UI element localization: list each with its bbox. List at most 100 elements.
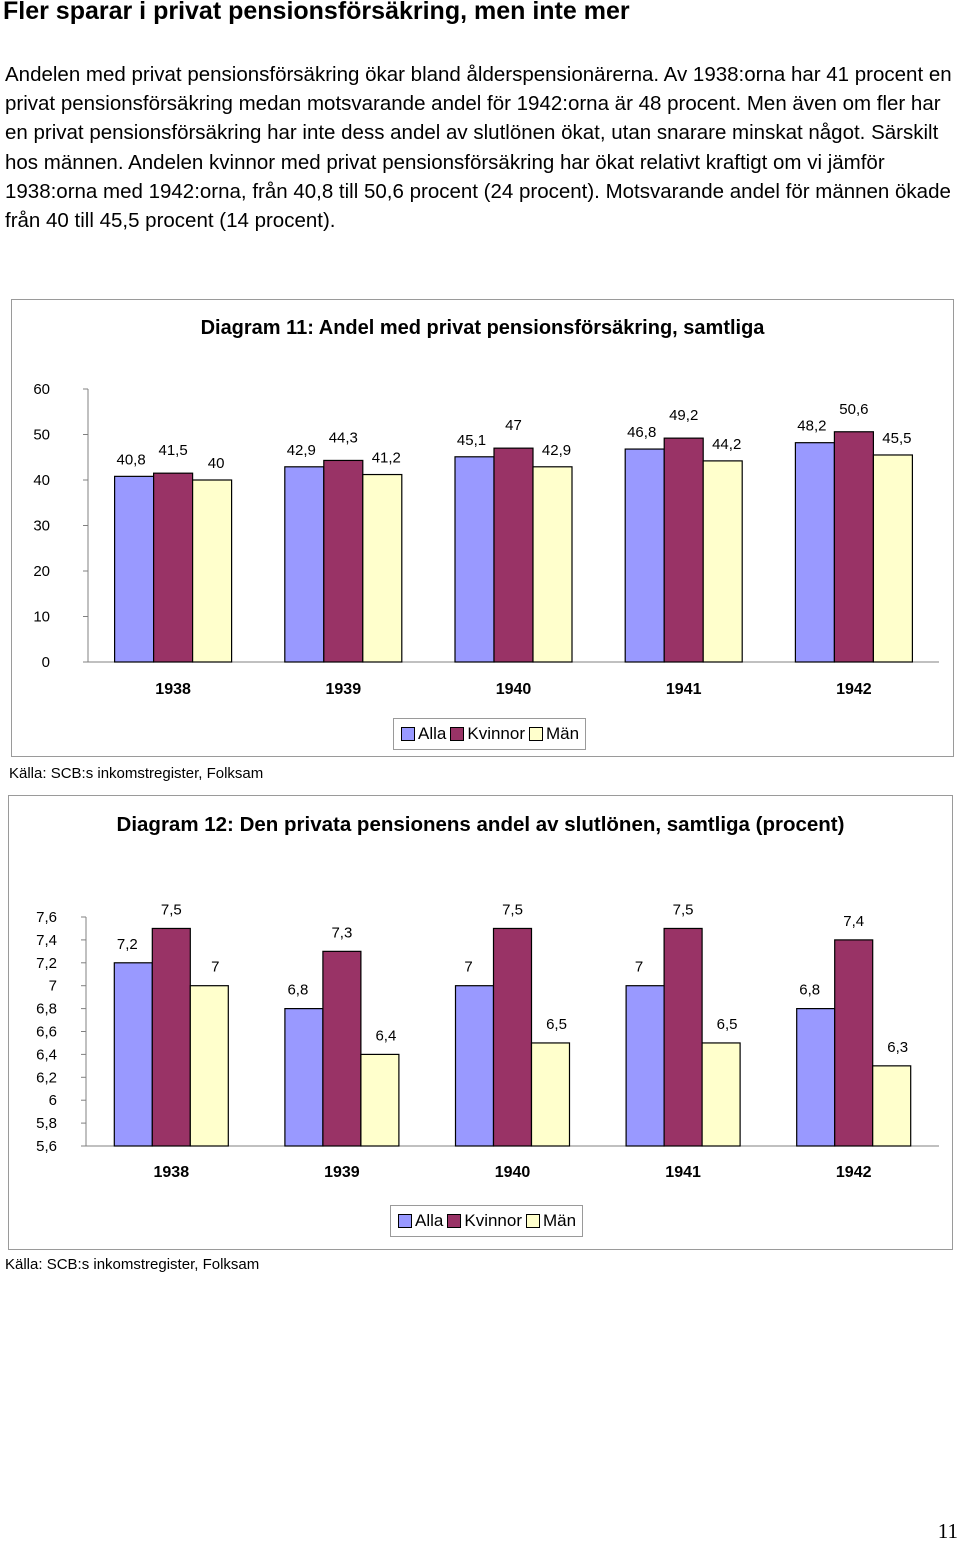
bar-kvinnor-1938 bbox=[151, 927, 191, 1147]
page-heading: Fler sparar i privat pensionsförsäkring,… bbox=[3, 0, 630, 25]
chart-1-legend: Alla Kvinnor Män bbox=[393, 718, 587, 750]
data-label: 41,5 bbox=[158, 442, 187, 459]
data-label: 45,5 bbox=[882, 430, 911, 447]
x-tick-label: 1940 bbox=[496, 681, 532, 698]
bar-alla-1938 bbox=[113, 475, 155, 663]
data-label: 6,4 bbox=[375, 1027, 396, 1044]
y-tick-label: 10 bbox=[33, 609, 50, 626]
data-label: 40,8 bbox=[116, 451, 145, 468]
x-tick-label: 1941 bbox=[665, 1164, 701, 1181]
bar-man-1942 bbox=[872, 1065, 912, 1147]
bar-alla-1942 bbox=[796, 1008, 836, 1147]
y-tick-label: 7,2 bbox=[36, 955, 57, 972]
y-tick-label: 0 bbox=[42, 654, 50, 671]
bar-man-1939 bbox=[362, 473, 403, 663]
data-label: 48,2 bbox=[797, 418, 826, 435]
data-label: 7,3 bbox=[331, 924, 352, 941]
bar-alla-1941 bbox=[624, 448, 665, 663]
data-label: 47 bbox=[505, 417, 522, 434]
data-label: 7 bbox=[211, 959, 219, 976]
page-number: 11 bbox=[937, 1519, 958, 1543]
chart-2-title: Diagram 12: Den privata pensionens andel… bbox=[116, 813, 845, 836]
data-label: 44,3 bbox=[329, 429, 358, 446]
data-label: 7 bbox=[635, 959, 643, 976]
y-tick-label: 6,4 bbox=[36, 1046, 57, 1063]
legend-label-man: Män bbox=[546, 724, 580, 743]
x-tick-label: 1942 bbox=[836, 1164, 872, 1181]
data-label: 7,5 bbox=[502, 901, 523, 918]
bar-kvinnor-1939 bbox=[322, 950, 362, 1147]
legend-item-kvinnor: Kvinnor bbox=[450, 724, 525, 744]
x-tick-label: 1941 bbox=[666, 681, 702, 698]
data-label: 6,8 bbox=[287, 982, 308, 999]
legend-label-man: Män bbox=[543, 1211, 577, 1230]
legend-label-kvinnor: Kvinnor bbox=[467, 724, 525, 743]
bar-alla-1940 bbox=[454, 985, 495, 1147]
chart-1-source: Källa: SCB:s inkomstregister, Folksam bbox=[9, 765, 264, 782]
bar-man-1939 bbox=[360, 1053, 400, 1147]
chart-2-legend: Alla Kvinnor Män bbox=[390, 1205, 584, 1237]
x-tick-label: 1940 bbox=[495, 1164, 531, 1181]
data-label: 44,2 bbox=[712, 436, 741, 453]
legend-item-man: Män bbox=[526, 1211, 576, 1231]
bar-man-1942 bbox=[872, 454, 914, 663]
bar-alla-1939 bbox=[284, 1008, 324, 1147]
bar-kvinnor-1942 bbox=[834, 939, 874, 1147]
data-label: 6,5 bbox=[717, 1016, 738, 1033]
bar-alla-1938 bbox=[113, 962, 153, 1147]
data-label: 49,2 bbox=[669, 407, 698, 424]
data-label: 7,2 bbox=[117, 936, 138, 953]
chart-2-source: Källa: SCB:s inkomstregister, Folksam bbox=[5, 1256, 260, 1273]
legend-item-man: Män bbox=[529, 724, 579, 744]
bar-kvinnor-1940 bbox=[493, 447, 534, 663]
data-label: 42,9 bbox=[287, 442, 316, 459]
data-label: 7 bbox=[464, 959, 472, 976]
x-tick-label: 1938 bbox=[155, 681, 191, 698]
y-tick-label: 5,8 bbox=[36, 1115, 57, 1132]
bar-alla-1939 bbox=[284, 466, 325, 663]
data-label: 6,3 bbox=[887, 1039, 908, 1056]
y-tick-label: 6 bbox=[49, 1092, 57, 1109]
bar-man-1938 bbox=[189, 985, 229, 1147]
legend-label-alla: Alla bbox=[418, 724, 447, 743]
data-label: 6,8 bbox=[799, 982, 820, 999]
y-tick-label: 50 bbox=[33, 427, 50, 444]
bar-man-1940 bbox=[532, 466, 573, 663]
legend-label-kvinnor: Kvinnor bbox=[464, 1211, 522, 1230]
bar-kvinnor-1940 bbox=[492, 927, 533, 1147]
x-tick-label: 1939 bbox=[324, 1164, 360, 1181]
y-tick-label: 5,6 bbox=[36, 1138, 57, 1155]
data-label: 7,4 bbox=[843, 913, 864, 930]
y-tick-label: 20 bbox=[33, 563, 50, 580]
y-tick-label: 6,2 bbox=[36, 1069, 57, 1086]
y-tick-label: 30 bbox=[33, 518, 50, 535]
bar-kvinnor-1938 bbox=[153, 472, 194, 663]
legend-item-alla: Alla bbox=[398, 1211, 443, 1231]
bar-man-1940 bbox=[530, 1042, 571, 1147]
chart-1-title: Diagram 11: Andel med privat pensionsför… bbox=[200, 317, 765, 339]
legend-swatch-kvinnor bbox=[447, 1214, 462, 1228]
data-label: 42,9 bbox=[542, 442, 571, 459]
y-tick-label: 40 bbox=[33, 472, 50, 489]
data-label: 46,8 bbox=[627, 424, 656, 441]
legend-label-alla: Alla bbox=[415, 1211, 444, 1230]
data-label: 7,5 bbox=[161, 901, 182, 918]
y-tick-label: 6,6 bbox=[36, 1024, 57, 1041]
data-label: 7,5 bbox=[673, 901, 694, 918]
bar-kvinnor-1941 bbox=[663, 927, 703, 1147]
legend-swatch-alla bbox=[401, 727, 415, 741]
bar-man-1941 bbox=[702, 460, 743, 663]
bar-alla-1940 bbox=[454, 456, 495, 663]
x-tick-label: 1938 bbox=[154, 1164, 190, 1181]
legend-swatch-man bbox=[529, 727, 543, 741]
data-label: 40 bbox=[208, 455, 225, 472]
legend-item-alla: Alla bbox=[401, 724, 446, 744]
chart-2-plot: 5,6 5,8 6 6,2 6,4 6,6 6,8 7 7,2 7,4 7,6 7,2 7,5 7 1938… bbox=[36, 901, 939, 1181]
y-tick-label: 6,8 bbox=[36, 1001, 57, 1018]
y-tick-label: 60 bbox=[33, 381, 50, 398]
data-label: 50,6 bbox=[839, 401, 868, 418]
bar-alla-1941 bbox=[625, 985, 665, 1147]
chart-2: Diagram 12: Den privata pensionens andel… bbox=[8, 795, 953, 1250]
data-label: 41,2 bbox=[372, 450, 401, 467]
body-paragraph: Andelen med privat pensionsförsäkring ök… bbox=[5, 63, 952, 233]
